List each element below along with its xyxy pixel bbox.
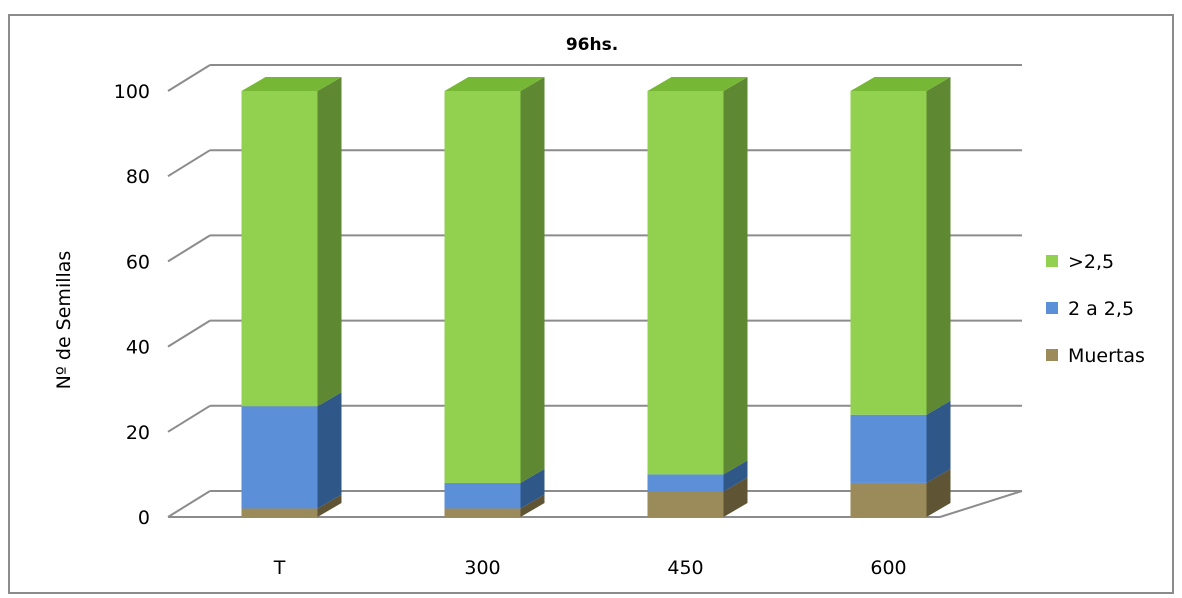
gridline-depth bbox=[167, 404, 211, 433]
legend-swatch bbox=[1046, 255, 1058, 267]
chart-frame bbox=[8, 14, 1174, 594]
x-tick-label: T bbox=[273, 557, 286, 579]
y-axis-title: Nº de Semillas bbox=[53, 251, 75, 390]
bar->2,5 bbox=[444, 91, 521, 483]
legend-swatch bbox=[1046, 302, 1058, 314]
floor-side-edge bbox=[939, 490, 1023, 518]
bar-Muertas bbox=[850, 482, 927, 517]
bar-side bbox=[723, 477, 748, 517]
bar-Muertas bbox=[241, 508, 318, 517]
gridline-depth bbox=[167, 234, 211, 263]
bar->2,5 bbox=[241, 91, 318, 407]
gridline-depth bbox=[167, 319, 211, 348]
y-tick-label: 20 bbox=[126, 422, 150, 444]
gridline-depth bbox=[167, 490, 211, 518]
bar-side bbox=[520, 468, 545, 509]
bar-side bbox=[317, 494, 342, 517]
bar-2 a 2,5 bbox=[444, 482, 521, 509]
bar-side bbox=[317, 392, 342, 509]
legend-swatch bbox=[1046, 349, 1058, 361]
bar->2,5 bbox=[850, 91, 927, 415]
y-tick-label: 60 bbox=[126, 251, 150, 273]
gridline-depth bbox=[167, 149, 211, 178]
bar-2 a 2,5 bbox=[241, 406, 318, 509]
y-tick-label: 0 bbox=[138, 507, 150, 529]
legend-label: >2,5 bbox=[1068, 251, 1114, 273]
bar-side bbox=[926, 468, 951, 517]
bar-2 a 2,5 bbox=[850, 414, 927, 483]
bar-top bbox=[850, 77, 951, 91]
legend-label: 2 a 2,5 bbox=[1068, 298, 1134, 320]
gridline-depth bbox=[167, 64, 211, 92]
legend: >2,5 2 a 2,5 Muertas bbox=[1046, 251, 1145, 367]
y-tick-label: 40 bbox=[126, 337, 150, 359]
bar-side bbox=[520, 77, 545, 483]
x-tick-label: 300 bbox=[464, 557, 500, 579]
bar-top bbox=[444, 77, 545, 91]
y-tick-label: 80 bbox=[126, 166, 150, 188]
y-axis-ticks: 0 20 40 60 80 100 bbox=[114, 81, 150, 529]
chart-title: 96hs. bbox=[566, 35, 618, 55]
bar-side bbox=[317, 77, 342, 407]
bar-top bbox=[647, 77, 748, 91]
x-tick-label: 600 bbox=[870, 557, 906, 579]
bar-side bbox=[723, 460, 748, 492]
y-tick-label: 100 bbox=[114, 81, 150, 103]
bar-side bbox=[926, 77, 951, 415]
bars bbox=[241, 77, 951, 517]
bar->2,5 bbox=[647, 91, 724, 475]
bar-Muertas bbox=[444, 508, 521, 517]
bar-side bbox=[723, 77, 748, 475]
bar-2 a 2,5 bbox=[647, 474, 724, 492]
bar-Muertas bbox=[647, 491, 724, 517]
bar-top bbox=[241, 77, 342, 91]
legend-label: Muertas bbox=[1068, 345, 1145, 367]
bar-side bbox=[520, 494, 545, 517]
bar-side bbox=[926, 400, 951, 483]
x-tick-label: 450 bbox=[667, 557, 703, 579]
x-axis-ticks: T 300 450 600 bbox=[273, 557, 907, 579]
